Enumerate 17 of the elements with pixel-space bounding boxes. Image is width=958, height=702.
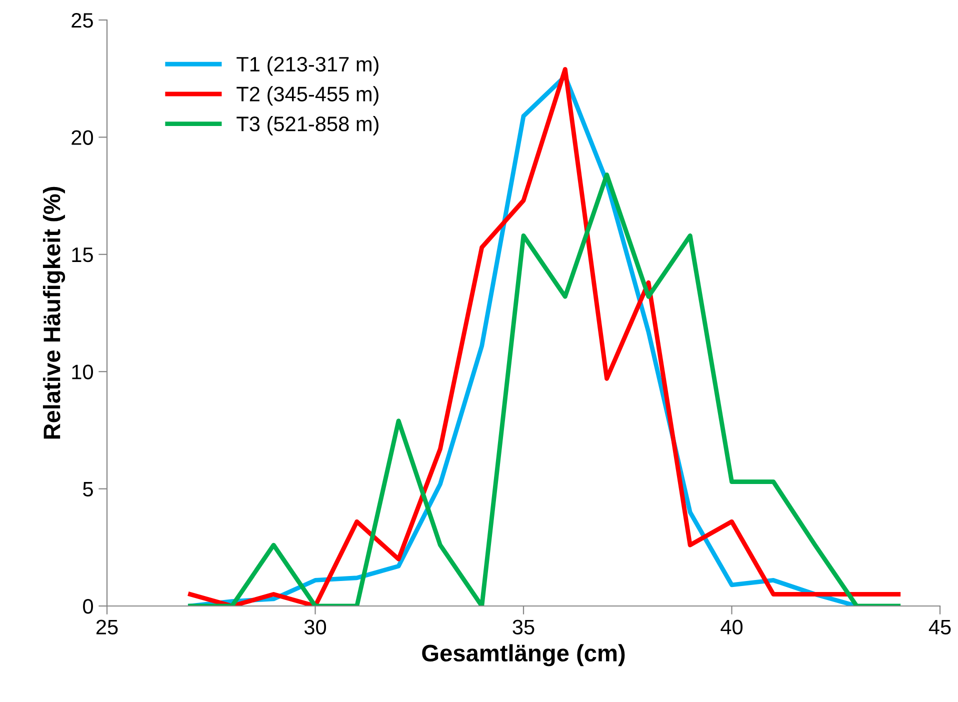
y-tick-label: 0 <box>83 599 93 614</box>
x-tick-label: 25 <box>96 620 118 634</box>
x-axis-title: Gesamtlänge (cm) <box>422 644 625 666</box>
y-axis-title: Relative Häufigkeit (%) <box>42 186 66 439</box>
x-tick-label: 35 <box>512 620 534 634</box>
x-tick-label: 40 <box>720 620 743 634</box>
y-tick-label: 10 <box>72 364 93 380</box>
y-tick-label: 20 <box>72 130 93 145</box>
legend-label: T3 (521-858 m) <box>236 116 378 136</box>
line-series <box>188 172 901 606</box>
x-tick-label: 45 <box>928 620 951 634</box>
legend-label: T2 (345-455 m) <box>236 86 378 106</box>
x-tick-label: 30 <box>304 620 326 634</box>
y-tick-label: 15 <box>72 248 93 262</box>
legend-label: T1 (213-317 m) <box>236 56 378 76</box>
y-tick-label: 25 <box>72 13 93 28</box>
y-tick-label: 5 <box>83 482 93 497</box>
